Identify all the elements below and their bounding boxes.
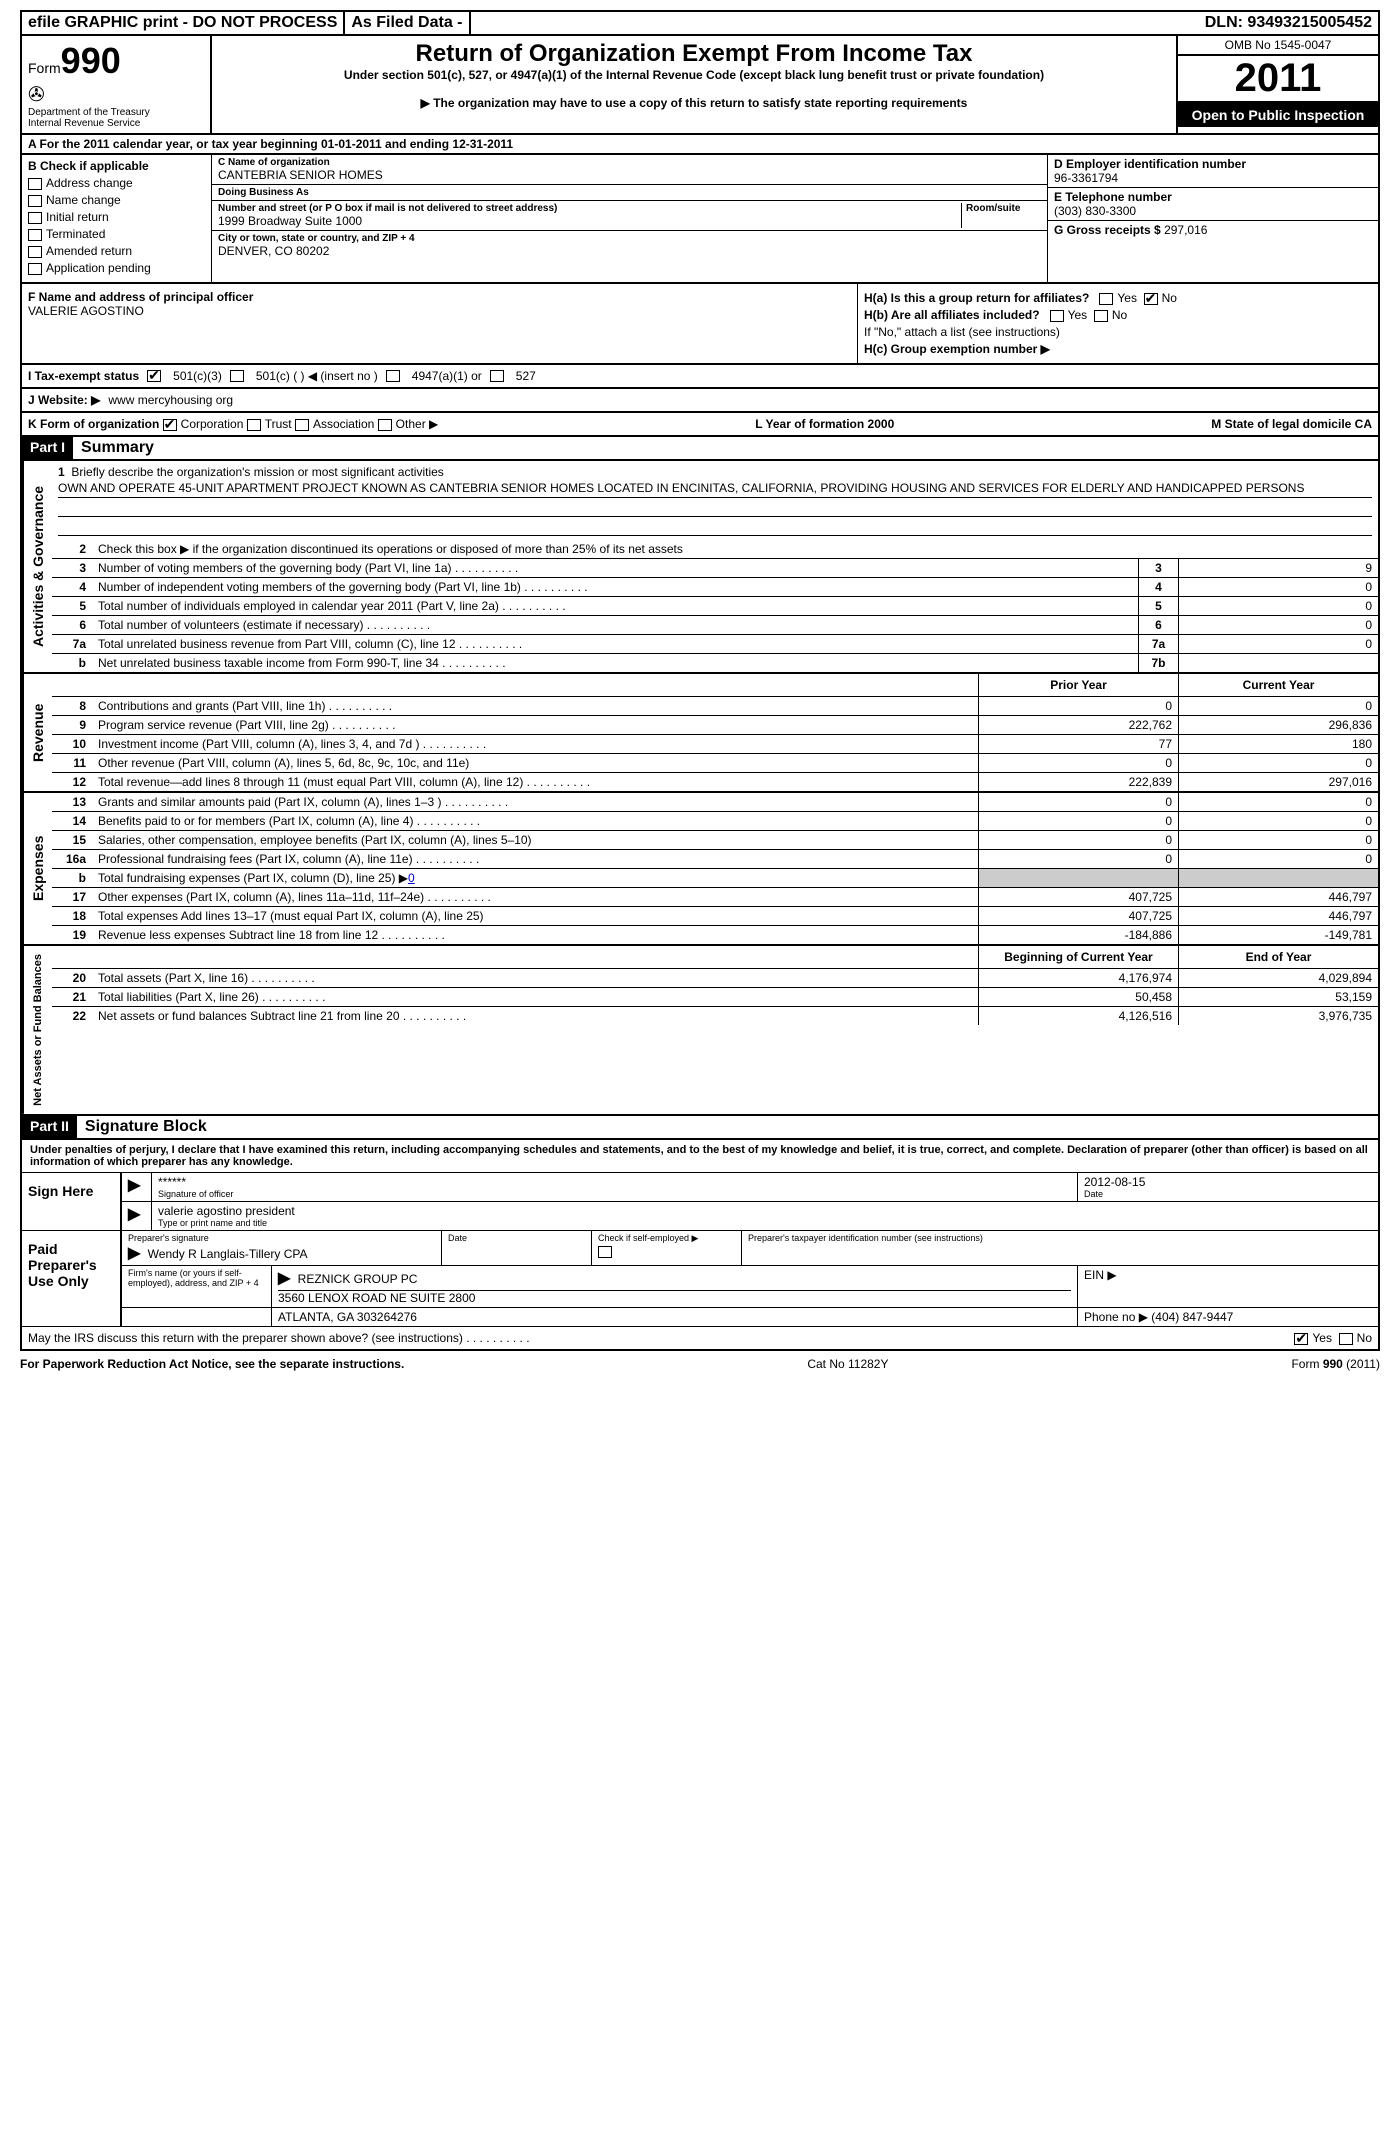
- gross-label: G Gross receipts $: [1054, 223, 1161, 237]
- part1-net: Net Assets or Fund Balances Beginning of…: [20, 946, 1380, 1116]
- chk-501c3[interactable]: [147, 370, 161, 382]
- discuss-row: May the IRS discuss this return with the…: [22, 1326, 1378, 1349]
- col-c: C Name of organization CANTEBRIA SENIOR …: [212, 155, 1048, 282]
- sign-here-label: Sign Here: [22, 1173, 122, 1230]
- topbar: efile GRAPHIC print - DO NOT PROCESS As …: [20, 10, 1380, 36]
- paid-label: Paid Preparer's Use Only: [22, 1231, 122, 1326]
- col-f: F Name and address of principal officer …: [22, 284, 858, 363]
- gross: 297,016: [1164, 223, 1207, 237]
- chk-hb-no[interactable]: [1094, 310, 1108, 322]
- open-inspection: Open to Public Inspection: [1178, 103, 1378, 127]
- chk-terminated[interactable]: [28, 229, 42, 241]
- chk-amended[interactable]: [28, 246, 42, 258]
- arrow-icon: ▶: [278, 1270, 290, 1287]
- chk-4947[interactable]: [386, 370, 400, 382]
- arrow-icon: ▶: [128, 1245, 140, 1262]
- col-h: H(a) Is this a group return for affiliat…: [858, 284, 1378, 363]
- part1-gov: Activities & Governance 1 Briefly descri…: [20, 461, 1380, 674]
- omb: OMB No 1545-0047: [1178, 36, 1378, 56]
- chk-other[interactable]: [378, 419, 392, 431]
- vert-net: Net Assets or Fund Balances: [22, 946, 52, 1114]
- city: DENVER, CO 80202: [218, 244, 1041, 258]
- paid-preparer-block: Paid Preparer's Use Only Preparer's sign…: [22, 1230, 1378, 1326]
- vert-exp: Expenses: [22, 793, 52, 944]
- chk-527[interactable]: [490, 370, 504, 382]
- part1-rev: Revenue Prior YearCurrent Year 8Contribu…: [20, 674, 1380, 793]
- part2-body: Under penalties of perjury, I declare th…: [20, 1140, 1380, 1351]
- chk-ha-no[interactable]: [1144, 293, 1158, 305]
- form-header: Form990 ✇ Department of the Treasury Int…: [20, 36, 1380, 135]
- chk-pending[interactable]: [28, 263, 42, 275]
- line-k: K Form of organization Corporation Trust…: [20, 413, 1380, 437]
- chk-address[interactable]: [28, 178, 42, 190]
- chk-selfemp[interactable]: [598, 1246, 612, 1258]
- ein-label: D Employer identification number: [1054, 157, 1372, 171]
- header-right: OMB No 1545-0047 2011 Open to Public Ins…: [1178, 36, 1378, 133]
- vert-gov: Activities & Governance: [22, 461, 52, 672]
- street-label: Number and street (or P O box if mail is…: [218, 203, 961, 214]
- phone: (303) 830-3300: [1054, 204, 1372, 218]
- form-title: Return of Organization Exempt From Incom…: [220, 40, 1168, 68]
- row-a-taxyear: A For the 2011 calendar year, or tax yea…: [20, 135, 1380, 155]
- dept: Department of the Treasury Internal Reve…: [28, 107, 204, 129]
- chk-ha-yes[interactable]: [1099, 293, 1113, 305]
- tax-year: 2011: [1178, 56, 1378, 103]
- chk-trust[interactable]: [247, 419, 261, 431]
- part1-header: Part I Summary: [20, 437, 1380, 461]
- part2-header: Part II Signature Block: [20, 1116, 1380, 1140]
- f-val: VALERIE AGOSTINO: [28, 304, 851, 318]
- room-label: Room/suite: [966, 203, 1041, 214]
- col-d: D Employer identification number 96-3361…: [1048, 155, 1378, 282]
- org-name: CANTEBRIA SENIOR HOMES: [218, 168, 1041, 182]
- form-ref: Form 990 (2011): [1291, 1357, 1380, 1371]
- chk-assoc[interactable]: [295, 419, 309, 431]
- asfiled: As Filed Data -: [345, 12, 470, 34]
- chk-namechange[interactable]: [28, 195, 42, 207]
- form-number: Form990: [28, 40, 204, 82]
- dba-label: Doing Business As: [218, 187, 1041, 198]
- vert-rev: Revenue: [22, 674, 52, 791]
- mission-text: OWN AND OPERATE 45-UNIT APARTMENT PROJEC…: [58, 479, 1372, 498]
- chk-initial[interactable]: [28, 212, 42, 224]
- cat-no: Cat No 11282Y: [807, 1357, 888, 1371]
- header-left: Form990 ✇ Department of the Treasury Int…: [22, 36, 212, 133]
- street: 1999 Broadway Suite 1000: [218, 214, 961, 228]
- perjury: Under penalties of perjury, I declare th…: [22, 1140, 1378, 1172]
- sign-here-block: Sign Here ▶ ****** Signature of officer …: [22, 1172, 1378, 1230]
- pra-notice: For Paperwork Reduction Act Notice, see …: [20, 1357, 404, 1371]
- col-b: B Check if applicable Address change Nam…: [22, 155, 212, 282]
- chk-501c[interactable]: [230, 370, 244, 382]
- efile-notice: efile GRAPHIC print - DO NOT PROCESS: [22, 12, 345, 34]
- line-j: J Website: ▶ www mercyhousing org: [20, 389, 1380, 413]
- fundraising-link[interactable]: 0: [408, 871, 415, 885]
- arrow-icon: ▶: [128, 1177, 140, 1194]
- subtitle2: ▶ The organization may have to use a cop…: [220, 96, 1168, 110]
- ein: 96-3361794: [1054, 171, 1372, 185]
- website: www mercyhousing org: [108, 393, 233, 407]
- chk-discuss-yes[interactable]: [1294, 1333, 1308, 1345]
- chk-hb-yes[interactable]: [1050, 310, 1064, 322]
- section-bcd: B Check if applicable Address change Nam…: [20, 155, 1380, 284]
- city-label: City or town, state or country, and ZIP …: [218, 233, 1041, 244]
- phone-label: E Telephone number: [1054, 190, 1372, 204]
- subtitle1: Under section 501(c), 527, or 4947(a)(1)…: [220, 68, 1168, 82]
- header-mid: Return of Organization Exempt From Incom…: [212, 36, 1178, 133]
- part1-exp: Expenses 13Grants and similar amounts pa…: [20, 793, 1380, 946]
- chk-corp[interactable]: [163, 419, 177, 431]
- fh-row: F Name and address of principal officer …: [20, 284, 1380, 365]
- dln: DLN: 93493215005452: [1199, 12, 1378, 34]
- f-label: F Name and address of principal officer: [28, 290, 851, 304]
- chk-discuss-no[interactable]: [1339, 1333, 1353, 1345]
- arrow-icon: ▶: [128, 1206, 140, 1223]
- footer: For Paperwork Reduction Act Notice, see …: [20, 1351, 1380, 1377]
- col-b-title: B Check if applicable: [28, 159, 205, 173]
- line-i: I Tax-exempt status 501(c)(3) 501(c) ( )…: [20, 365, 1380, 389]
- org-name-label: C Name of organization: [218, 157, 1041, 168]
